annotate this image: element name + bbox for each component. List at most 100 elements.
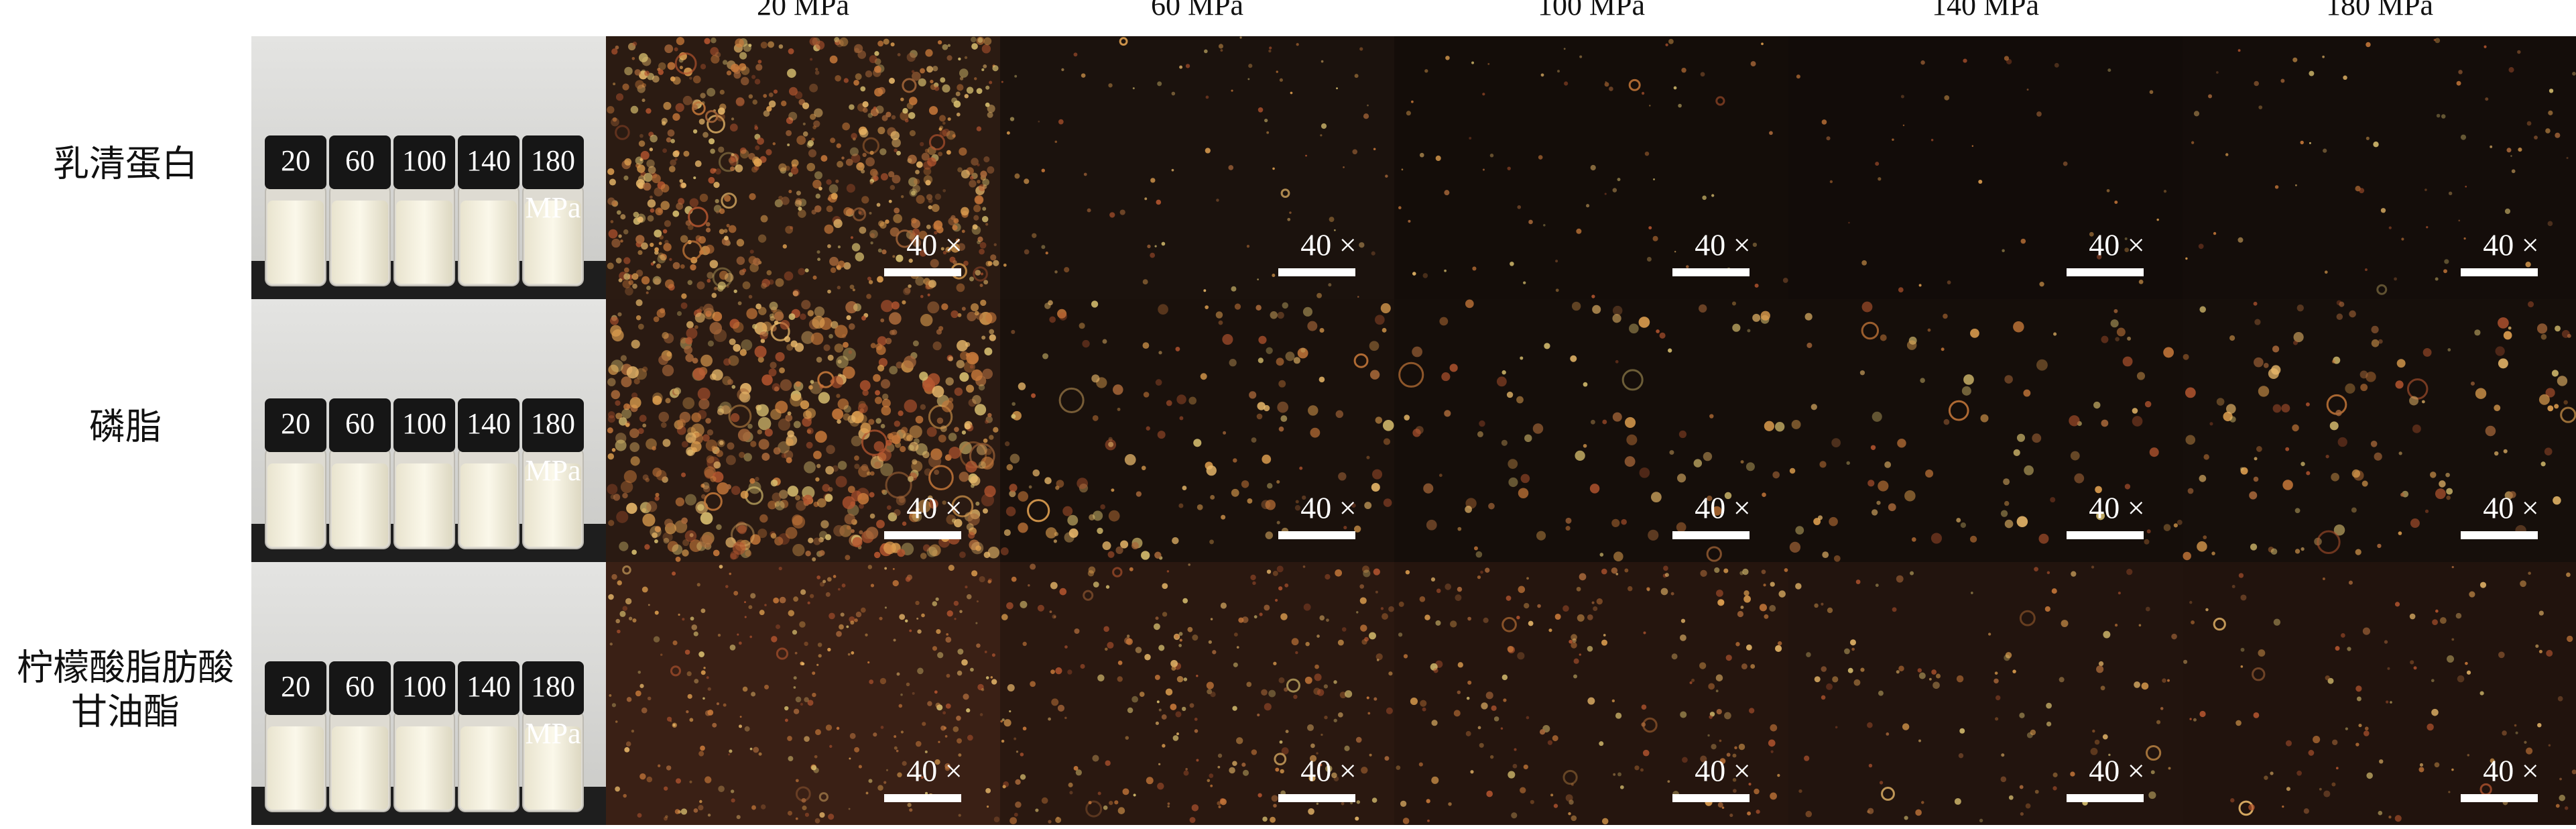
- droplet: [654, 229, 662, 237]
- droplet: [993, 427, 999, 433]
- droplet: [2253, 476, 2259, 482]
- droplet: [892, 174, 901, 184]
- droplet: [687, 280, 693, 286]
- droplet: [1270, 816, 1276, 823]
- droplet: [1433, 668, 1438, 673]
- droplet: [644, 544, 650, 550]
- droplet: [957, 167, 963, 173]
- droplet: [807, 601, 810, 604]
- droplet: [850, 620, 855, 625]
- droplet: [868, 280, 873, 284]
- droplet: [987, 111, 993, 118]
- droplet: [1547, 740, 1553, 745]
- droplet: [692, 368, 706, 380]
- droplet: [1197, 504, 1203, 510]
- droplet: [768, 92, 774, 97]
- droplet: [2538, 649, 2542, 653]
- droplet: [1737, 610, 1744, 618]
- droplet: [652, 174, 661, 184]
- droplet: [804, 812, 810, 817]
- droplet: [2282, 805, 2284, 808]
- droplet: [711, 292, 717, 298]
- droplet: [1037, 604, 1044, 612]
- droplet: [908, 112, 916, 119]
- droplet: [639, 502, 652, 514]
- droplet: [1181, 706, 1186, 712]
- droplet: [1503, 698, 1507, 702]
- droplet: [1359, 584, 1365, 589]
- droplet: [919, 250, 927, 257]
- droplet: [1516, 396, 1524, 404]
- droplet: [2435, 38, 2441, 44]
- droplet: [729, 644, 736, 651]
- droplet: [761, 321, 772, 332]
- droplet: [2509, 491, 2516, 498]
- droplet: [1501, 674, 1508, 681]
- droplet: [778, 418, 791, 431]
- droplet: [865, 70, 873, 78]
- droplet: [2237, 237, 2244, 243]
- droplet: [1408, 219, 1411, 223]
- droplet: [2378, 339, 2383, 344]
- droplet: [1477, 575, 1481, 579]
- droplet: [1762, 492, 1766, 498]
- droplet: [867, 565, 873, 569]
- droplet: [2410, 518, 2420, 529]
- droplet: [742, 281, 751, 290]
- droplet: [953, 260, 957, 265]
- droplet: [851, 435, 862, 447]
- droplet: [1295, 500, 1299, 504]
- droplet: [1904, 490, 1916, 502]
- droplet: [1615, 360, 1619, 364]
- droplet: [880, 726, 884, 729]
- droplet: [963, 260, 969, 266]
- droplet: [1286, 678, 1300, 693]
- droplet: [2004, 519, 2014, 529]
- droplet: [1931, 669, 1937, 675]
- droplet: [862, 389, 869, 396]
- droplet: [684, 494, 696, 506]
- droplet: [2378, 759, 2384, 764]
- droplet: [1745, 644, 1752, 651]
- droplet: [836, 355, 849, 369]
- droplet: [618, 234, 622, 238]
- droplet: [879, 221, 887, 229]
- droplet: [699, 799, 702, 804]
- droplet: [640, 151, 650, 160]
- droplet: [798, 207, 802, 211]
- droplet: [735, 164, 743, 172]
- droplet: [946, 632, 949, 636]
- droplet: [1215, 311, 1223, 319]
- droplet: [2240, 594, 2247, 601]
- droplet: [1681, 67, 1686, 73]
- droplet: [1366, 696, 1369, 700]
- droplet: [1700, 755, 1707, 763]
- droplet: [2101, 419, 2109, 427]
- droplet: [924, 791, 928, 795]
- droplet: [849, 104, 855, 110]
- droplet: [957, 649, 964, 655]
- droplet: [2301, 461, 2305, 466]
- droplet: [1748, 783, 1752, 786]
- droplet: [928, 499, 938, 509]
- droplet: [894, 207, 900, 214]
- droplet: [1481, 702, 1488, 710]
- droplet: [1426, 519, 1437, 531]
- droplet: [959, 610, 963, 614]
- droplet: [686, 321, 694, 329]
- droplet: [2264, 775, 2268, 780]
- micrograph: 40 ×: [2183, 36, 2576, 299]
- droplet: [1717, 802, 1723, 808]
- droplet: [1648, 226, 1652, 230]
- droplet: [698, 805, 704, 811]
- droplet: [1716, 708, 1722, 715]
- droplet: [641, 276, 650, 285]
- droplet: [749, 635, 753, 639]
- droplet: [1617, 178, 1621, 182]
- droplet: [2199, 306, 2206, 313]
- droplet: [739, 716, 742, 718]
- droplet: [2124, 484, 2131, 490]
- droplet: [765, 149, 772, 156]
- droplet: [2301, 547, 2305, 551]
- droplet: [748, 94, 753, 99]
